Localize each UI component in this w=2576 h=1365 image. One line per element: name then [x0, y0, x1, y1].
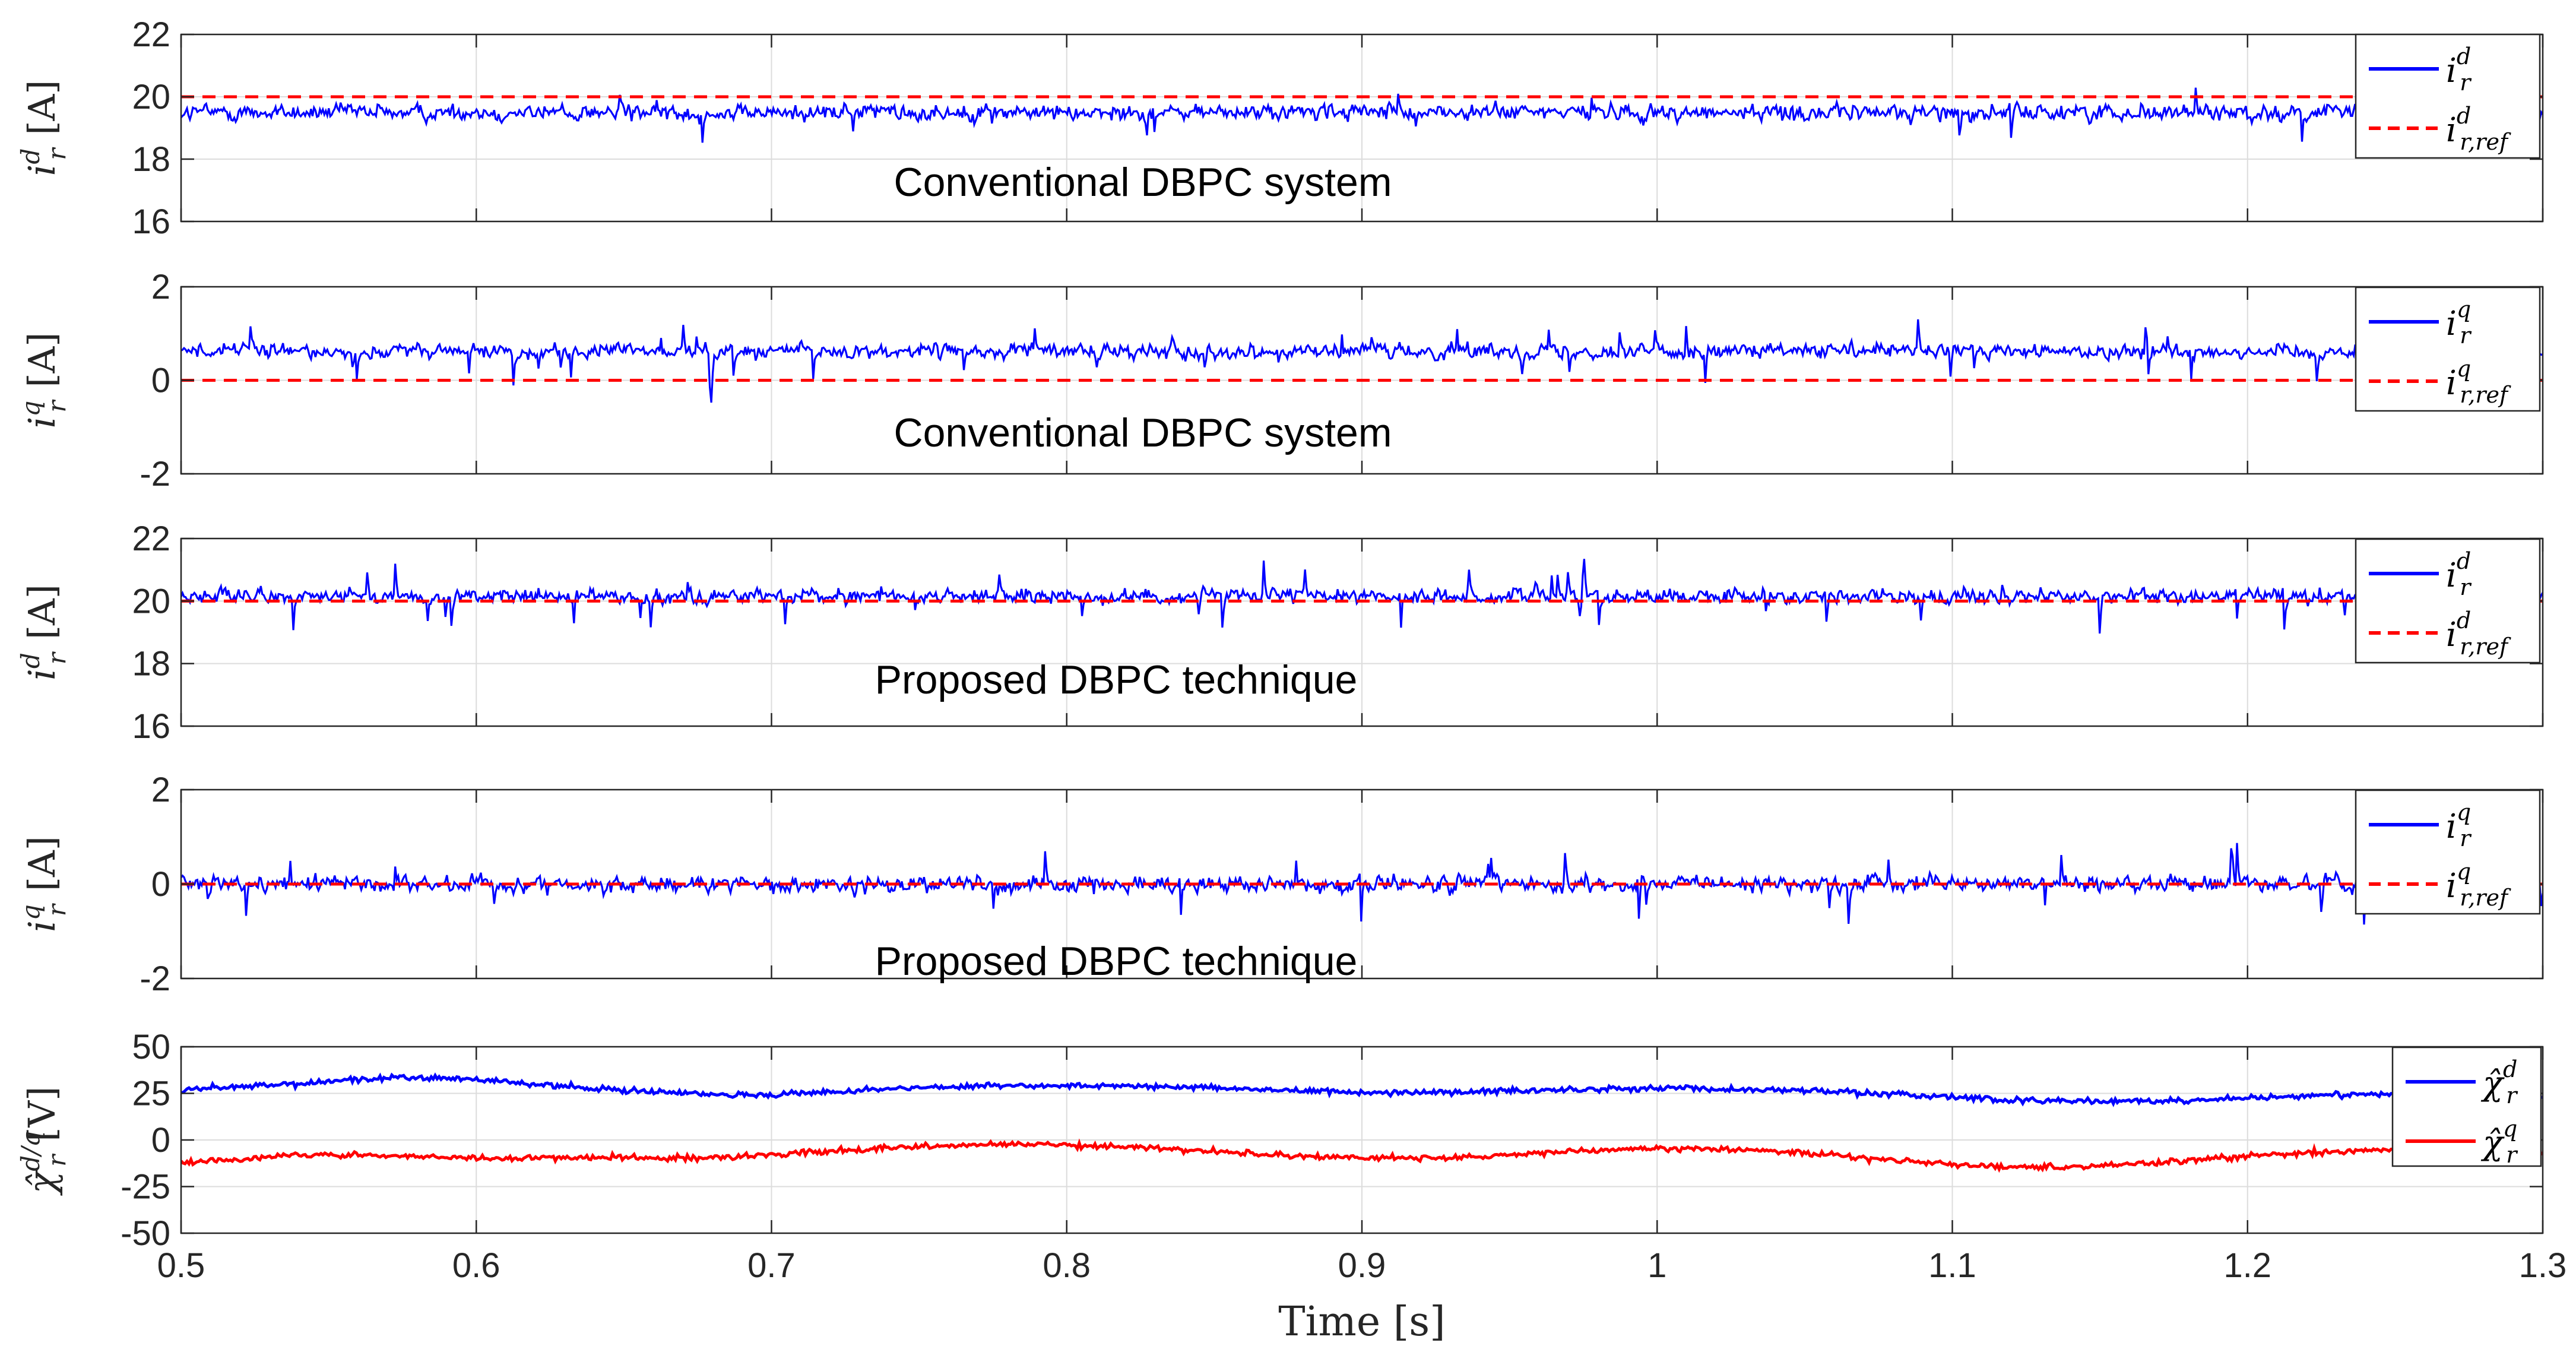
y-tick-label: 0 [151, 1121, 170, 1160]
legend-entry: id r,ref [2446, 103, 2511, 155]
legend-box [2355, 286, 2541, 412]
legend-entry: iq r,ref [2446, 356, 2511, 408]
y-axis-label: χ̂d/qr[V] [16, 1087, 71, 1196]
series-line-i_r^q [181, 319, 2543, 403]
plot-area [181, 319, 2543, 403]
x-tick-label: 0.5 [157, 1246, 205, 1285]
y-tick-label: 2 [151, 771, 170, 809]
legend: χ̂d r χ̂q r [2391, 1046, 2542, 1168]
legend-entry: id r,ref [2446, 607, 2511, 660]
y-tick-label: 20 [132, 582, 170, 620]
legend-entry: id r [2446, 43, 2472, 96]
x-tick-label: 1 [1647, 1246, 1666, 1285]
panel-p4: -2 0 2 iqr[A] Proposed DBPC technique iq r iq r,… [16, 771, 2544, 998]
legend-entry: χ̂d r [2480, 1056, 2518, 1109]
y-tick-label: 0 [151, 362, 170, 400]
x-tick-label: 0.7 [747, 1246, 796, 1285]
panel-annotation: Conventional DBPC system [893, 410, 1392, 455]
panel-p3: 16 18 20 22 idr[A] Proposed DBPC technique id r… [16, 520, 2544, 746]
y-tick-label: -2 [140, 455, 170, 493]
series-line-chi_r^q [181, 1138, 2543, 1173]
panel-p1: 16 18 20 22 idr[A] Conventional DBPC system id… [16, 15, 2544, 241]
x-tick-label: 1.1 [1928, 1246, 1976, 1285]
y-tick-label: 16 [132, 202, 170, 241]
y-tick-label: 0 [151, 865, 170, 904]
legend-box [2355, 789, 2541, 915]
plot-area [181, 559, 2543, 634]
legend: id r id r,ref [2355, 538, 2541, 664]
plot-area [181, 1072, 2543, 1173]
legend: id r id r,ref [2355, 33, 2541, 159]
legend: iq r iq r,ref [2355, 286, 2541, 412]
legend-entry: iq r,ref [2446, 859, 2511, 911]
panel-p5: -50 -25 0 25 50 χ̂d/qr[V] χ̂d r χ̂q r 0.5 0.6 0.7 0.8… [16, 1028, 2567, 1345]
y-tick-label: 50 [132, 1028, 170, 1066]
y-tick-label: 2 [151, 268, 170, 306]
x-tick-label: 0.9 [1338, 1246, 1386, 1285]
legend-box [2355, 33, 2541, 159]
y-tick-label: -50 [121, 1214, 170, 1253]
x-tick-label: 1.2 [2223, 1246, 2271, 1285]
legend-box [2355, 538, 2541, 664]
panel-annotation: Conventional DBPC system [893, 160, 1392, 205]
plot-area [181, 87, 2543, 143]
x-tick-label: 1.3 [2519, 1246, 2567, 1285]
panel-annotation: Proposed DBPC technique [875, 939, 1358, 984]
y-tick-label: 22 [132, 520, 170, 558]
y-axis-label: iqr[A] [16, 836, 71, 932]
y-tick-label: -2 [140, 959, 170, 998]
legend-box [2391, 1046, 2542, 1167]
legend-entry: χ̂q r [2480, 1116, 2518, 1168]
x-tick-label: 0.8 [1043, 1246, 1091, 1285]
legend-entry: iq r [2446, 296, 2472, 349]
y-axis-label: iqr[A] [16, 332, 71, 429]
plot-area [181, 843, 2543, 925]
x-axis-label: Time [s] [1278, 1299, 1445, 1345]
panel-annotation: Proposed DBPC technique [875, 657, 1358, 702]
y-axis-label: idr[A] [16, 80, 71, 176]
legend: iq r iq r,ref [2355, 789, 2541, 915]
series-line-chi_r^d [181, 1072, 2543, 1107]
y-tick-label: 18 [132, 645, 170, 683]
y-tick-label: 18 [132, 140, 170, 179]
y-tick-label: 16 [132, 707, 170, 746]
x-tick-label: 0.6 [452, 1246, 500, 1285]
legend-entry: id r [2446, 548, 2472, 600]
series-line-i_r^d [181, 87, 2543, 143]
y-axis-label: idr[A] [16, 584, 71, 680]
legend-entry: iq r [2446, 799, 2472, 851]
y-tick-label: 20 [132, 78, 170, 116]
y-tick-label: 22 [132, 15, 170, 54]
y-tick-label: -25 [121, 1168, 170, 1206]
series-line-i_r^q [181, 843, 2543, 925]
series-line-i_r^d [181, 559, 2543, 634]
y-tick-label: 25 [132, 1075, 170, 1113]
